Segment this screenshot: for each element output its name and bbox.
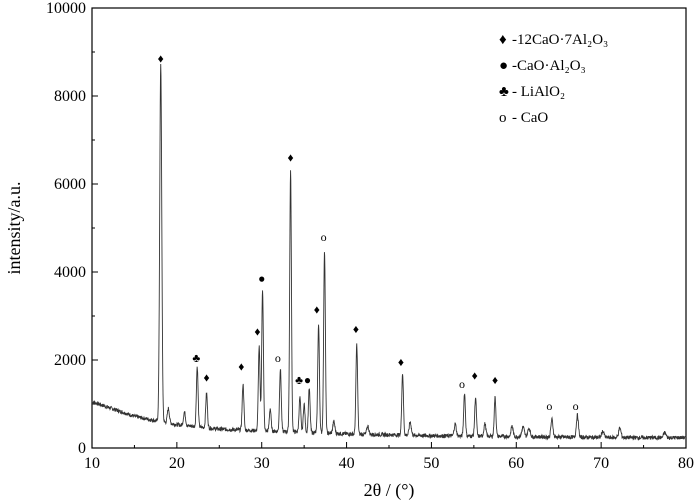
legend-label-4: - CaO bbox=[512, 110, 548, 126]
legend-label-3: - LiAlO₂ bbox=[512, 84, 565, 100]
x-axis-ticks: 10 20 30 40 50 60 70 80 bbox=[84, 442, 694, 472]
y-tick-label: 10000 bbox=[46, 0, 86, 17]
x-axis-title: 2θ / (°) bbox=[364, 480, 415, 501]
peak-markers: ♦♣♦♦♦●o♦♣ ●♦o♦♦o♦ ♦o o bbox=[158, 52, 579, 414]
legend-label-2: -CaO·Al₂O₃ bbox=[512, 58, 586, 74]
peak-marker: o bbox=[546, 399, 552, 413]
y-tick-label: 8000 bbox=[54, 88, 86, 105]
xrd-trace bbox=[91, 64, 687, 441]
peak-marker: o bbox=[459, 377, 465, 391]
x-tick-label: 70 bbox=[593, 455, 609, 472]
legend-symbol-1: ♦ bbox=[499, 32, 507, 48]
x-tick-label: 20 bbox=[169, 455, 185, 472]
plot-frame bbox=[91, 7, 687, 449]
series-group bbox=[91, 64, 687, 441]
peak-marker: ♦ bbox=[398, 355, 404, 369]
legend-symbol-2: ● bbox=[499, 58, 508, 74]
peak-marker: ♦ bbox=[472, 368, 478, 382]
peak-marker: ♦ bbox=[492, 373, 498, 387]
peak-marker: ● bbox=[304, 373, 311, 387]
peak-marker: ♦ bbox=[353, 322, 359, 336]
y-tick-label: 6000 bbox=[54, 176, 86, 193]
peak-marker: ♦ bbox=[314, 302, 320, 316]
x-tick-label: 30 bbox=[254, 455, 270, 472]
y-tick-label: 4000 bbox=[54, 264, 86, 281]
peak-marker: ♣ bbox=[295, 373, 303, 387]
y-tick-label: 0 bbox=[78, 440, 86, 457]
legend: ♦ -12CaO·7Al₂O₃ ● -CaO·Al₂O₃ ♣ - LiAlO₂ … bbox=[499, 32, 608, 126]
x-tick-label: 80 bbox=[678, 455, 694, 472]
legend-symbol-4: o bbox=[499, 110, 507, 126]
x-tick-label: 40 bbox=[339, 455, 355, 472]
peak-marker: ♦ bbox=[238, 360, 244, 374]
x-tick-label: 10 bbox=[84, 455, 100, 472]
peak-marker: ♣ bbox=[192, 351, 200, 365]
peak-marker: ♦ bbox=[288, 151, 294, 165]
peak-marker: ♦ bbox=[254, 324, 260, 338]
legend-label-1: -12CaO·7Al₂O₃ bbox=[512, 32, 608, 48]
y-axis-title: intensity/a.u. bbox=[4, 182, 24, 275]
y-axis-ticks: 0 2000 4000 6000 8000 10000 bbox=[46, 0, 98, 457]
plot-border bbox=[91, 7, 687, 449]
peak-marker: ♦ bbox=[203, 371, 209, 385]
peak-marker: o bbox=[321, 230, 327, 244]
legend-symbol-3: ♣ bbox=[499, 84, 509, 100]
peak-marker: o bbox=[573, 399, 579, 413]
x-tick-label: 50 bbox=[423, 455, 439, 472]
peak-marker: o bbox=[275, 351, 281, 365]
y-tick-label: 2000 bbox=[54, 352, 86, 369]
x-tick-label: 60 bbox=[508, 455, 524, 472]
peak-marker: ● bbox=[258, 272, 265, 286]
peak-marker: ♦ bbox=[158, 52, 164, 66]
